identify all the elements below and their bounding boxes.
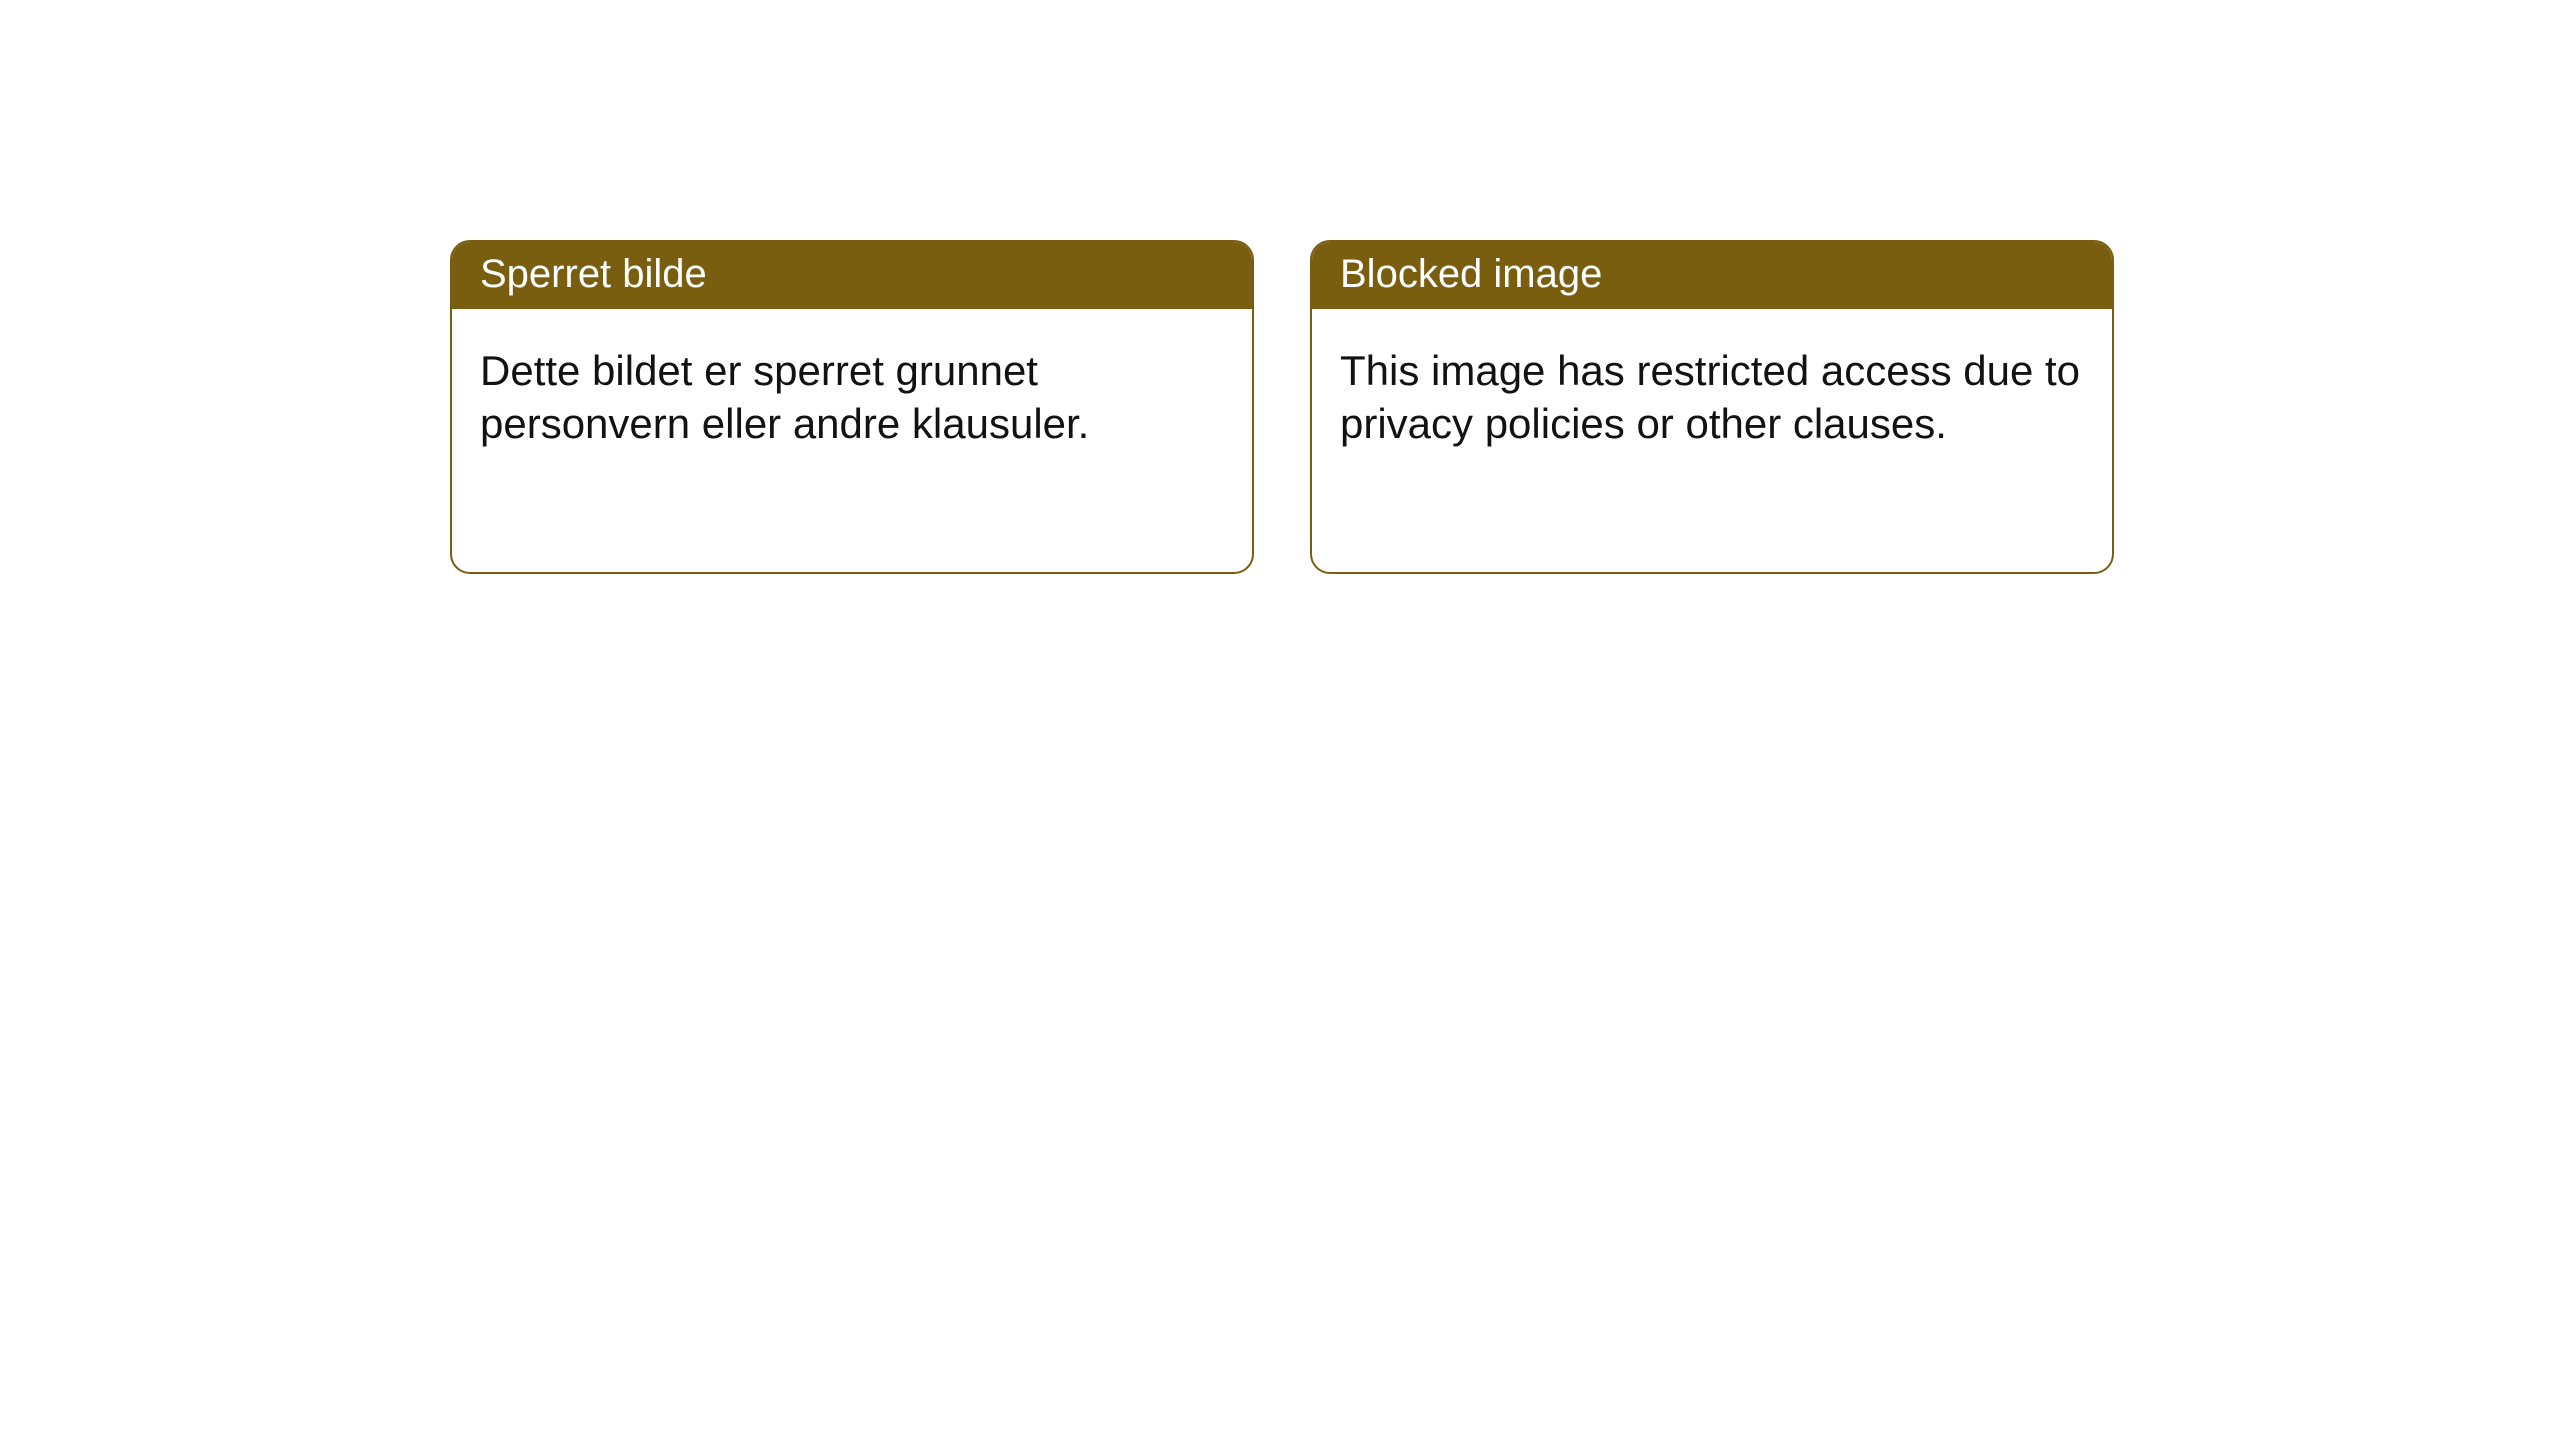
card-body: Dette bildet er sperret grunnet personve…	[452, 309, 1252, 478]
notice-cards-container: Sperret bilde Dette bildet er sperret gr…	[0, 0, 2560, 574]
card-body: This image has restricted access due to …	[1312, 309, 2112, 478]
card-header: Sperret bilde	[452, 242, 1252, 309]
blocked-image-card-en: Blocked image This image has restricted …	[1310, 240, 2114, 574]
blocked-image-card-no: Sperret bilde Dette bildet er sperret gr…	[450, 240, 1254, 574]
card-header: Blocked image	[1312, 242, 2112, 309]
